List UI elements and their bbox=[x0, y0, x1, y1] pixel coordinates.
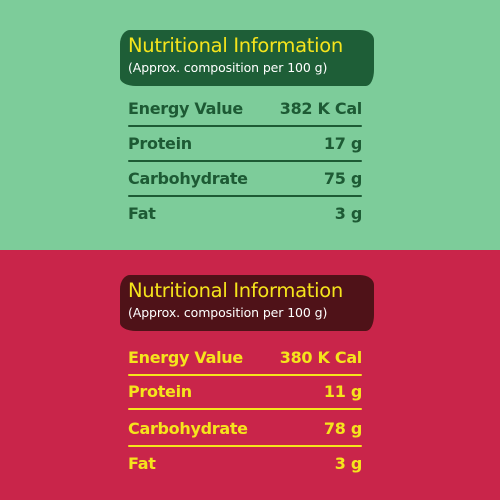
row-value: 380 K Cal bbox=[279, 348, 363, 367]
row-label: Fat bbox=[128, 204, 156, 223]
row-value: 17 g bbox=[323, 134, 362, 153]
row-divider bbox=[128, 160, 362, 162]
nutrition-subtitle: (Approx. composition per 100 g) bbox=[128, 305, 328, 320]
row-label: Energy Value bbox=[128, 99, 243, 118]
row-divider bbox=[128, 374, 362, 376]
row-divider bbox=[128, 195, 362, 197]
row-value: 3 g bbox=[334, 204, 363, 223]
row-divider bbox=[128, 125, 362, 127]
nutrition-row-carbohydrate: Carbohydrate 75 g bbox=[128, 167, 362, 193]
row-label: Protein bbox=[128, 382, 192, 401]
row-label: Energy Value bbox=[128, 348, 243, 367]
nutrition-header: Nutritional Information (Approx. composi… bbox=[120, 275, 374, 331]
nutrition-panel-bottom: Nutritional Information (Approx. composi… bbox=[0, 250, 500, 500]
row-value: 11 g bbox=[323, 382, 362, 401]
row-value: 382 K Cal bbox=[279, 99, 363, 118]
nutrition-row-protein: Protein 17 g bbox=[128, 132, 362, 158]
nutrition-header: Nutritional Information (Approx. composi… bbox=[120, 30, 374, 86]
row-label: Protein bbox=[128, 134, 192, 153]
row-label: Carbohydrate bbox=[128, 169, 248, 188]
row-value: 3 g bbox=[334, 454, 363, 473]
nutrition-row-energy: Energy Value 380 K Cal bbox=[128, 346, 362, 372]
nutrition-panel-top: Nutritional Information (Approx. composi… bbox=[0, 0, 500, 250]
row-divider bbox=[128, 445, 362, 447]
nutrition-title: Nutritional Information bbox=[128, 279, 343, 302]
nutrition-row-protein: Protein 11 g bbox=[128, 380, 362, 406]
row-label: Carbohydrate bbox=[128, 419, 248, 438]
row-label: Fat bbox=[128, 454, 156, 473]
nutrition-subtitle: (Approx. composition per 100 g) bbox=[128, 60, 328, 75]
nutrition-row-fat: Fat 3 g bbox=[128, 452, 362, 478]
nutrition-row-carbohydrate: Carbohydrate 78 g bbox=[128, 417, 362, 443]
row-value: 75 g bbox=[323, 169, 362, 188]
row-value: 78 g bbox=[323, 419, 362, 438]
nutrition-row-energy: Energy Value 382 K Cal bbox=[128, 97, 362, 123]
row-divider bbox=[128, 408, 362, 410]
nutrition-row-fat: Fat 3 g bbox=[128, 202, 362, 228]
nutrition-title: Nutritional Information bbox=[128, 34, 343, 57]
